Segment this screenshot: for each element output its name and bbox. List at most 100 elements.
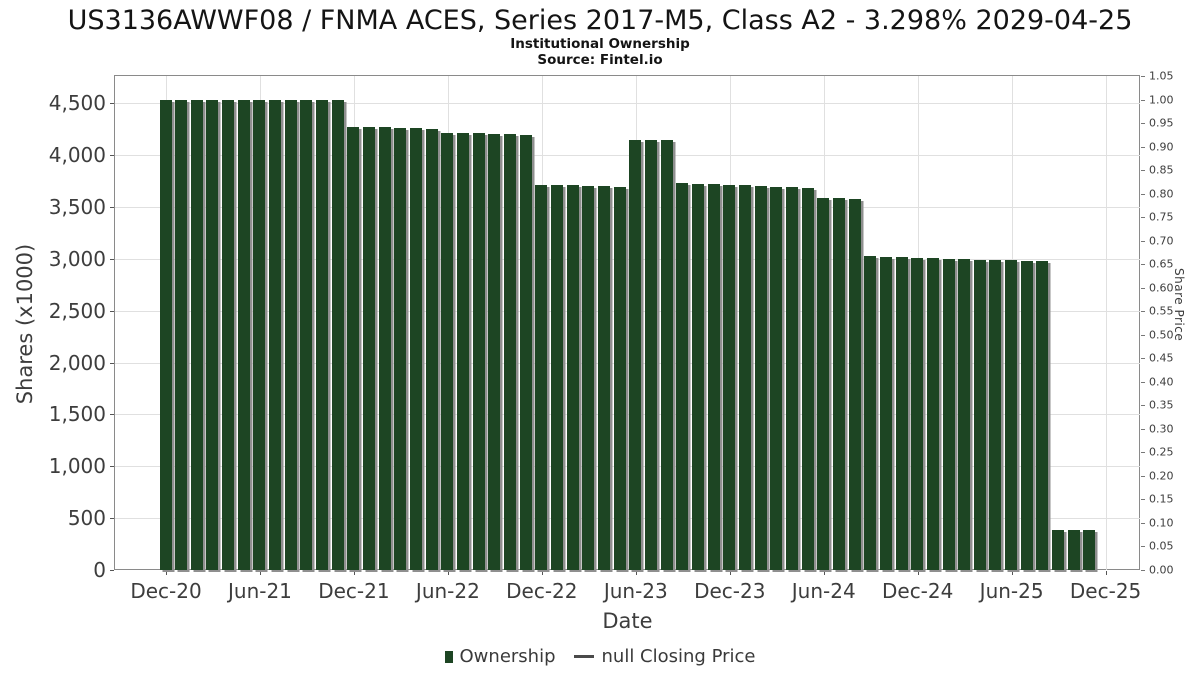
- bar[interactable]: [1020, 260, 1033, 570]
- y-axis-right-tick: [1141, 499, 1145, 501]
- bar[interactable]: [676, 183, 689, 570]
- y-axis-right-tick: [1141, 264, 1145, 266]
- bar[interactable]: [175, 99, 188, 570]
- y-axis-right-tick-label: 0.40: [1149, 375, 1174, 389]
- bar[interactable]: [926, 258, 939, 570]
- y-axis-right-tick-label: 0.00: [1149, 563, 1174, 577]
- y-axis-title-right: Share Price: [1172, 268, 1186, 342]
- y-axis-right-tick: [1141, 381, 1145, 383]
- y-axis-title-left: Shares (x1000): [13, 243, 37, 405]
- h-gridline: [115, 362, 1140, 364]
- bar[interactable]: [738, 185, 751, 570]
- x-axis-tick-label: Dec-22: [506, 579, 578, 603]
- bar[interactable]: [331, 99, 344, 570]
- y-axis-right-tick-label: 0.15: [1149, 492, 1174, 506]
- bar[interactable]: [1036, 261, 1049, 570]
- bar[interactable]: [284, 99, 297, 570]
- bar[interactable]: [441, 133, 454, 570]
- bar[interactable]: [613, 186, 626, 570]
- bar[interactable]: [206, 99, 219, 570]
- x-axis-tick: [447, 571, 449, 575]
- bar[interactable]: [801, 187, 814, 570]
- y-axis-right-tick: [1141, 99, 1145, 101]
- bar[interactable]: [190, 99, 203, 570]
- h-gridline: [115, 258, 1140, 260]
- bar[interactable]: [989, 260, 1002, 570]
- legend-ownership-label[interactable]: Ownership: [459, 646, 556, 667]
- y-axis-right-tick-label: 0.70: [1149, 234, 1174, 248]
- bar[interactable]: [832, 198, 845, 570]
- y-axis-left-tick: [110, 570, 114, 571]
- bar[interactable]: [472, 132, 485, 570]
- bar[interactable]: [691, 183, 704, 570]
- bar[interactable]: [519, 134, 532, 570]
- bar[interactable]: [660, 140, 673, 570]
- bar[interactable]: [582, 185, 595, 570]
- y-axis-right-tick-label: 0.20: [1149, 469, 1174, 483]
- bar[interactable]: [785, 187, 798, 570]
- y-axis-right-tick-label: 0.95: [1149, 116, 1174, 130]
- bar[interactable]: [425, 129, 438, 570]
- bar[interactable]: [566, 185, 579, 570]
- x-axis-tick-label: Dec-25: [1069, 579, 1142, 603]
- bar[interactable]: [644, 139, 657, 570]
- bar[interactable]: [237, 99, 250, 570]
- bar[interactable]: [848, 198, 861, 570]
- y-axis-left-tick-label: 3,000: [48, 246, 106, 271]
- bar[interactable]: [316, 99, 329, 570]
- y-axis-left-tick-label: 4,500: [48, 91, 106, 116]
- bar[interactable]: [942, 258, 955, 570]
- y-axis-right-tick-label: 0.30: [1149, 422, 1174, 436]
- bar[interactable]: [347, 126, 360, 570]
- h-gridline: [115, 310, 1140, 312]
- y-axis-right-tick-label: 0.50: [1149, 328, 1174, 342]
- bar[interactable]: [253, 99, 266, 570]
- y-axis-left-tick: [110, 258, 114, 260]
- bar[interactable]: [1083, 529, 1096, 570]
- bar[interactable]: [629, 139, 642, 570]
- y-axis-right-tick: [1141, 287, 1145, 289]
- bar[interactable]: [723, 184, 736, 570]
- x-axis-tick-label: Jun-23: [603, 579, 668, 603]
- bar[interactable]: [300, 99, 313, 570]
- bar[interactable]: [457, 133, 470, 570]
- bar[interactable]: [222, 99, 235, 570]
- bar[interactable]: [770, 186, 783, 570]
- x-axis-tick-label: Jun-22: [415, 579, 480, 603]
- bar[interactable]: [551, 184, 563, 570]
- bar[interactable]: [488, 133, 501, 570]
- y-axis-right-tick-label: 0.55: [1149, 304, 1174, 318]
- y-axis-right-tick-label: 0.85: [1149, 163, 1174, 177]
- y-axis-left-tick: [110, 155, 114, 157]
- legend-price-line-icon[interactable]: [573, 655, 594, 658]
- bar[interactable]: [504, 133, 517, 570]
- bar[interactable]: [879, 256, 892, 570]
- bar[interactable]: [958, 258, 971, 570]
- legend-ownership-swatch-icon[interactable]: [444, 650, 453, 663]
- bar[interactable]: [1005, 260, 1018, 570]
- bar[interactable]: [410, 128, 423, 570]
- bar[interactable]: [911, 257, 924, 570]
- bar[interactable]: [1052, 529, 1065, 570]
- h-gridline: [115, 103, 1140, 105]
- bar[interactable]: [159, 99, 172, 570]
- bar[interactable]: [363, 126, 376, 570]
- bar[interactable]: [378, 127, 391, 570]
- y-axis-right-tick-label: 0.75: [1149, 210, 1174, 224]
- bar[interactable]: [817, 197, 830, 570]
- y-axis-right-tick: [1141, 193, 1145, 195]
- bar[interactable]: [394, 127, 407, 570]
- bar[interactable]: [864, 256, 877, 570]
- legend-price-label[interactable]: null Closing Price: [601, 646, 756, 667]
- bar[interactable]: [597, 186, 610, 570]
- bar[interactable]: [754, 185, 767, 570]
- y-axis-right-tick: [1141, 170, 1145, 172]
- bar[interactable]: [1067, 529, 1080, 570]
- y-axis-right-tick: [1141, 334, 1145, 336]
- bar[interactable]: [269, 99, 282, 570]
- bar[interactable]: [535, 184, 548, 570]
- bar[interactable]: [973, 259, 986, 570]
- x-axis-tick: [353, 571, 355, 575]
- bar[interactable]: [895, 257, 908, 570]
- bar[interactable]: [707, 184, 720, 570]
